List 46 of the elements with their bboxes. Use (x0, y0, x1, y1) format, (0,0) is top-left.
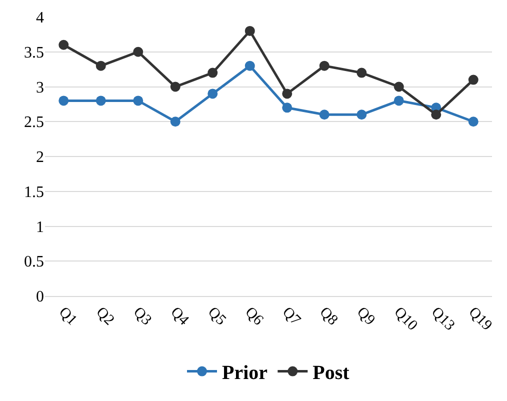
point (133, 96, 144, 106)
x-tick-label: Q3 (130, 304, 154, 329)
y-tick-label: 4 (36, 10, 44, 27)
point (356, 68, 367, 78)
point (58, 96, 69, 106)
point (96, 96, 106, 106)
point (244, 26, 255, 36)
point (244, 60, 255, 71)
point (394, 96, 404, 106)
x-tick-label: Q4 (167, 304, 192, 329)
point (170, 116, 180, 127)
x-tick-label: Q13 (428, 304, 458, 334)
y-tick-label: 3.5 (24, 44, 44, 62)
y-tick-label: 3 (36, 79, 44, 96)
point (468, 116, 478, 127)
y-tick-label: 0.5 (24, 254, 44, 271)
point (319, 110, 330, 120)
y-tick-label: 1.5 (24, 184, 44, 201)
point (208, 68, 218, 78)
x-tick-label: Q10 (390, 304, 420, 334)
point (394, 82, 404, 92)
x-tick-label: Q6 (242, 304, 266, 329)
point (170, 82, 180, 92)
y-tick-label: 2 (36, 149, 44, 166)
y-tick-label: 2.5 (24, 114, 44, 132)
y-tick-label: 0 (36, 288, 44, 306)
x-tick-label: Q8 (316, 304, 341, 329)
point (356, 110, 367, 120)
x-tick-label: Q5 (204, 304, 229, 329)
x-tick-label: Q7 (279, 304, 304, 329)
point (319, 60, 330, 71)
legend-label: Post (312, 362, 350, 384)
point (431, 110, 442, 120)
legend-label: Prior (222, 362, 268, 384)
x-tick-label: Q19 (465, 304, 495, 334)
x-tick-label: Q2 (92, 304, 118, 329)
point (133, 46, 144, 57)
point (282, 88, 292, 99)
point (282, 102, 292, 113)
x-tick-label: Q1 (56, 304, 80, 329)
point (468, 74, 478, 85)
point (58, 40, 69, 50)
x-tick-label: Q9 (354, 304, 378, 329)
point (208, 88, 218, 99)
y-tick-label: 1 (36, 218, 44, 236)
point (96, 60, 106, 71)
